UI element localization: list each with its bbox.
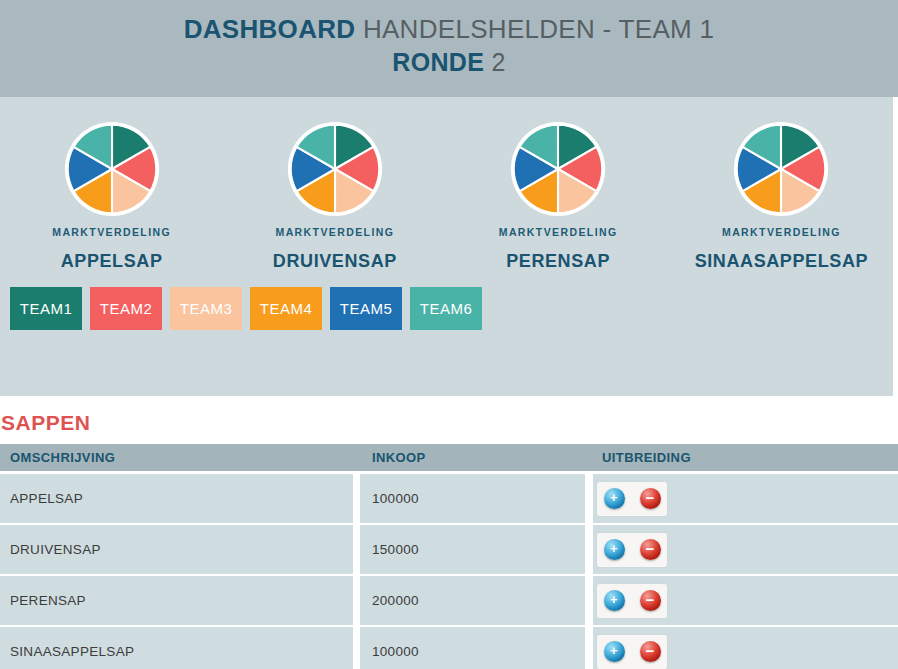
team1-button[interactable]: TEAM1	[10, 287, 82, 330]
uitbreiding-cell: + −	[593, 576, 898, 625]
table-row: DRUIVENSAP 150000 + −	[0, 525, 898, 574]
table-row: APPELSAP 100000 + −	[0, 474, 898, 523]
page-title: DASHBOARD HANDELSHELDEN - TEAM 1	[0, 13, 898, 46]
decrease-button[interactable]: −	[640, 590, 661, 611]
team2-button[interactable]: TEAM2	[90, 287, 162, 330]
table-row: SINAASAPPELSAP 100000 + −	[0, 627, 898, 669]
uitbreiding-controls: + −	[597, 584, 667, 618]
table-header-row: OMSCHRIJVING INKOOP UITBREIDING	[0, 444, 898, 471]
section-title-sappen: SAPPEN	[0, 396, 898, 444]
column-header-inkoop: INKOOP	[360, 444, 593, 471]
team3-button[interactable]: TEAM3	[170, 287, 242, 330]
uitbreiding-cell: + −	[593, 525, 898, 574]
header: DASHBOARD HANDELSHELDEN - TEAM 1 RONDE 2	[0, 0, 898, 97]
product-name: APPELSAP	[0, 474, 353, 523]
market-chart-druivensap: MARKTVERDELING DRUIVENSAP	[223, 120, 446, 272]
uitbreiding-cell: + −	[593, 474, 898, 523]
page-title-primary: DASHBOARD	[184, 14, 356, 44]
round-number: 2	[491, 48, 505, 76]
market-chart-appelsap: MARKTVERDELING APPELSAP	[0, 120, 223, 272]
round-label: RONDE	[392, 48, 484, 76]
table-row: PERENSAP 200000 + −	[0, 576, 898, 625]
column-header-uitbreiding: UITBREIDING	[593, 444, 898, 471]
chart-label: MARKTVERDELING	[447, 226, 670, 238]
inkoop-value: 100000	[360, 474, 585, 523]
uitbreiding-controls: + −	[597, 482, 667, 516]
product-name: PERENSAP	[0, 576, 353, 625]
pie-chart-appelsap	[63, 120, 161, 218]
increase-button[interactable]: +	[604, 539, 625, 560]
pie-chart-perensap	[509, 120, 607, 218]
market-chart-sinaasappelsap: MARKTVERDELING SINAASAPPELSAP	[670, 120, 893, 272]
pie-chart-druivensap	[286, 120, 384, 218]
chart-label: MARKTVERDELING	[223, 226, 446, 238]
inkoop-value: 200000	[360, 576, 585, 625]
charts-row: MARKTVERDELING APPELSAP MARKTVERDELING D…	[0, 97, 893, 272]
page-subtitle: RONDE 2	[0, 46, 898, 78]
decrease-button[interactable]: −	[640, 488, 661, 509]
page-title-secondary: HANDELSHELDEN - TEAM 1	[363, 14, 714, 44]
decrease-button[interactable]: −	[640, 539, 661, 560]
team5-button[interactable]: TEAM5	[330, 287, 402, 330]
market-panel: MARKTVERDELING APPELSAP MARKTVERDELING D…	[0, 97, 893, 396]
product-name: SINAASAPPELSAP	[0, 627, 353, 669]
uitbreiding-controls: + −	[597, 533, 667, 567]
inkoop-value: 150000	[360, 525, 585, 574]
team6-button[interactable]: TEAM6	[410, 287, 482, 330]
increase-button[interactable]: +	[604, 641, 625, 662]
chart-title: DRUIVENSAP	[223, 251, 446, 272]
pie-chart-sinaasappelsap	[732, 120, 830, 218]
team-legend: TEAM1 TEAM2 TEAM3 TEAM4 TEAM5 TEAM6	[10, 287, 893, 330]
column-header-omschrijving: OMSCHRIJVING	[0, 444, 360, 471]
table-body: APPELSAP 100000 + − DRUIVENSAP 150000 + …	[0, 474, 898, 669]
increase-button[interactable]: +	[604, 590, 625, 611]
market-chart-perensap: MARKTVERDELING PERENSAP	[447, 120, 670, 272]
chart-title: APPELSAP	[0, 251, 223, 272]
chart-title: SINAASAPPELSAP	[670, 251, 893, 272]
decrease-button[interactable]: −	[640, 641, 661, 662]
team4-button[interactable]: TEAM4	[250, 287, 322, 330]
sappen-table: OMSCHRIJVING INKOOP UITBREIDING APPELSAP…	[0, 444, 898, 669]
uitbreiding-controls: + −	[597, 635, 667, 669]
product-name: DRUIVENSAP	[0, 525, 353, 574]
chart-label: MARKTVERDELING	[0, 226, 223, 238]
increase-button[interactable]: +	[604, 488, 625, 509]
chart-title: PERENSAP	[447, 251, 670, 272]
chart-label: MARKTVERDELING	[670, 226, 893, 238]
uitbreiding-cell: + −	[593, 627, 898, 669]
inkoop-value: 100000	[360, 627, 585, 669]
